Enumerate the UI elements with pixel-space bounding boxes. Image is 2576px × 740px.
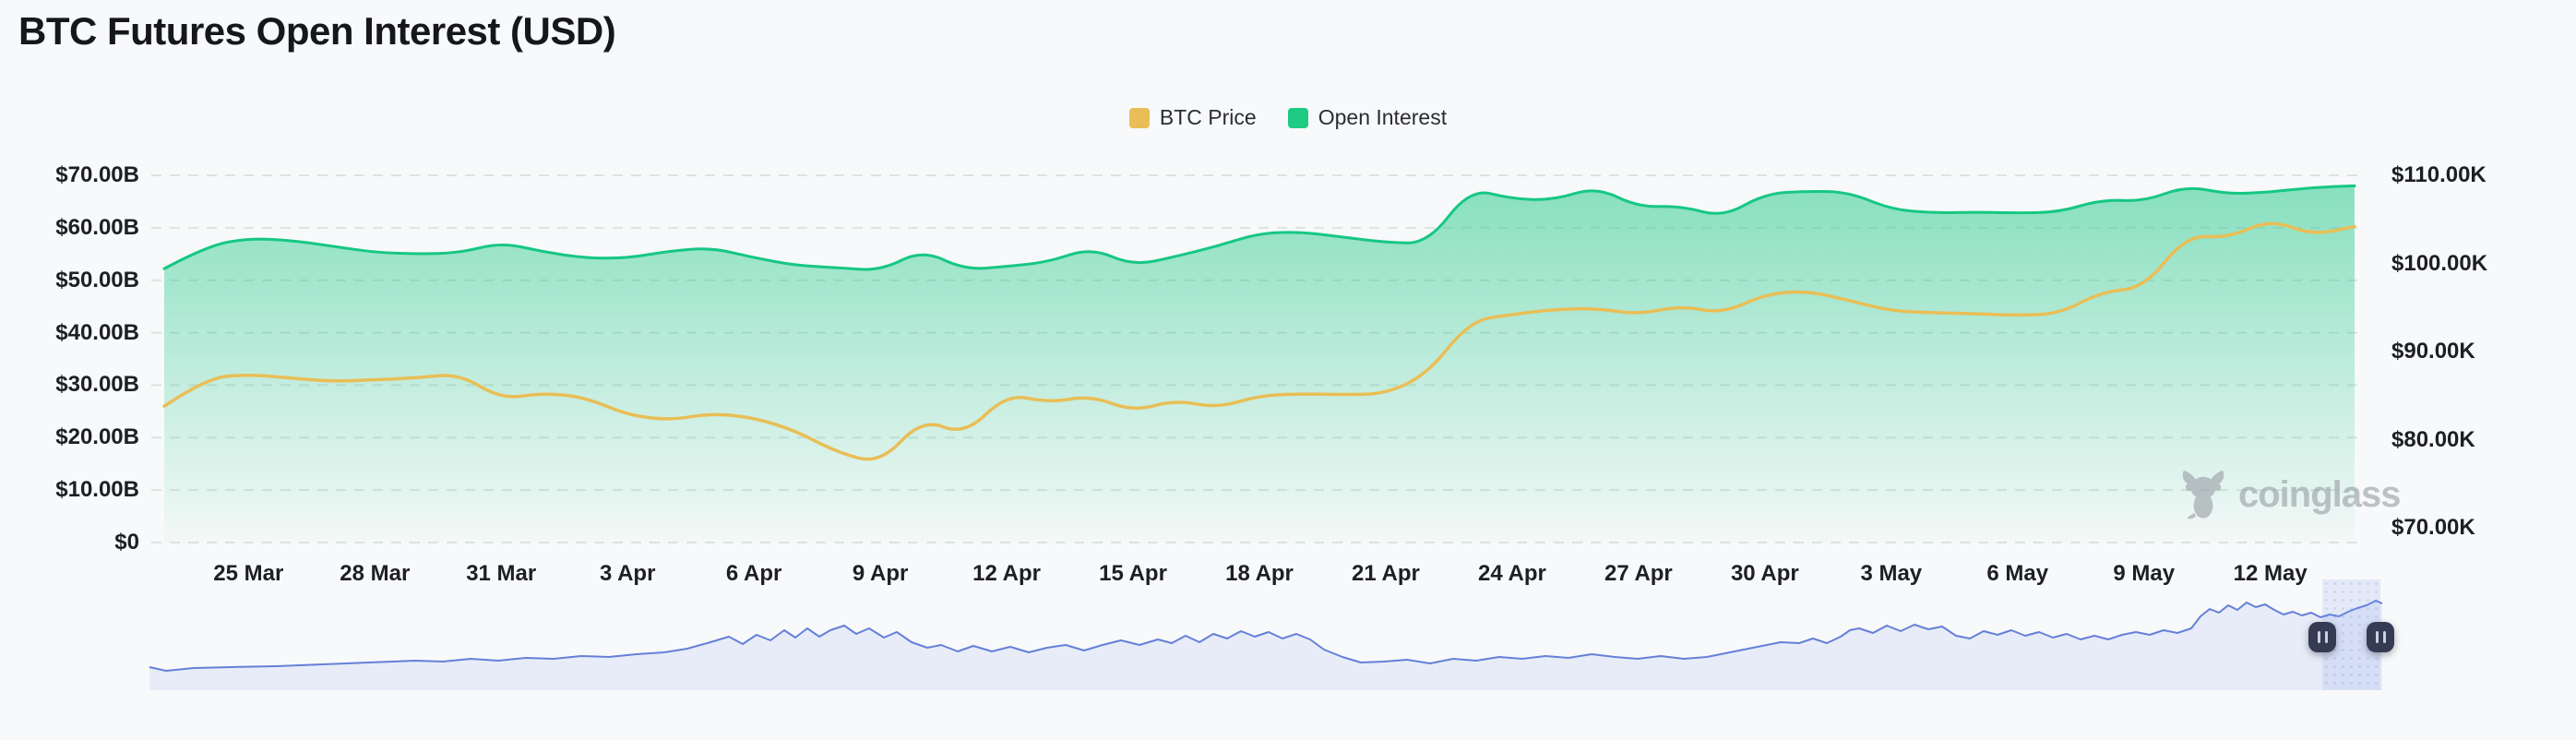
y-axis-label-left: $50.00B: [55, 267, 139, 292]
x-axis-label: 6 Apr: [725, 561, 782, 586]
x-axis-label: 30 Apr: [1730, 561, 1799, 586]
y-axis-label-left: $40.00B: [55, 319, 139, 345]
y-axis-label-right: $80.00K: [2391, 426, 2475, 452]
main-chart-plot[interactable]: [151, 171, 2362, 545]
x-axis-label: 9 May: [2113, 561, 2176, 586]
x-axis-label: 25 Mar: [213, 561, 284, 586]
x-axis-label: 28 Mar: [340, 561, 411, 586]
open-interest-line: [162, 184, 2356, 271]
x-axis-label: 21 Apr: [1352, 561, 1420, 586]
x-axis-label: 3 Apr: [599, 561, 656, 586]
pause-bars-icon: [2382, 631, 2386, 643]
open-interest-swatch-icon: [1287, 107, 1308, 128]
legend-label-btc-price: BTC Price: [1159, 105, 1257, 129]
x-axis-label: 18 Apr: [1225, 561, 1294, 586]
y-axis-label-left: $60.00B: [55, 214, 139, 240]
legend-label-open-interest: Open Interest: [1318, 105, 1448, 129]
x-axis-label: 15 Apr: [1099, 561, 1167, 586]
x-axis-label: 12 May: [2233, 561, 2308, 586]
y-axis-label-right: $90.00K: [2391, 339, 2475, 364]
y-axis-label-right: $70.00K: [2391, 515, 2475, 540]
pause-bars-icon: [2375, 631, 2379, 643]
x-axis-label: 3 May: [1860, 561, 1923, 586]
y-axis-label-left: $30.00B: [55, 372, 139, 398]
x-axis-label: 6 May: [1986, 561, 2049, 586]
y-axis-label-left: $70.00B: [55, 162, 139, 187]
y-axis-label-right: $100.00K: [2391, 250, 2488, 276]
x-axis-label: 27 Apr: [1604, 561, 1673, 586]
navigator-line: [149, 600, 2383, 672]
y-axis-label-left: $0: [114, 530, 139, 555]
navigator-right-handle[interactable]: [2367, 622, 2394, 652]
chart-legend: BTC Price Open Interest: [0, 105, 2576, 130]
y-axis-label-left: $20.00B: [55, 424, 139, 450]
navigator-preview-chart[interactable]: [149, 595, 2383, 691]
x-axis-label: 31 Mar: [466, 561, 537, 586]
x-axis-label: 12 Apr: [972, 561, 1041, 586]
btc-price-line: [162, 221, 2356, 461]
page-title: BTC Futures Open Interest (USD): [18, 9, 616, 53]
legend-item-open-interest[interactable]: Open Interest: [1287, 105, 1448, 130]
y-axis-label-left: $10.00B: [55, 477, 139, 503]
open-interest-area: [164, 185, 2355, 543]
x-axis-label: 9 Apr: [852, 561, 909, 586]
y-axis-label-right: $110.00K: [2391, 162, 2487, 187]
pause-bars-icon: [2324, 631, 2328, 643]
btc-price-swatch-icon: [1128, 107, 1150, 128]
navigator-left-handle[interactable]: [2308, 622, 2336, 652]
x-axis-label: 24 Apr: [1478, 561, 1546, 586]
legend-item-btc-price[interactable]: BTC Price: [1128, 105, 1257, 130]
navigator-area: [149, 601, 2382, 690]
pause-bars-icon: [2317, 631, 2320, 643]
